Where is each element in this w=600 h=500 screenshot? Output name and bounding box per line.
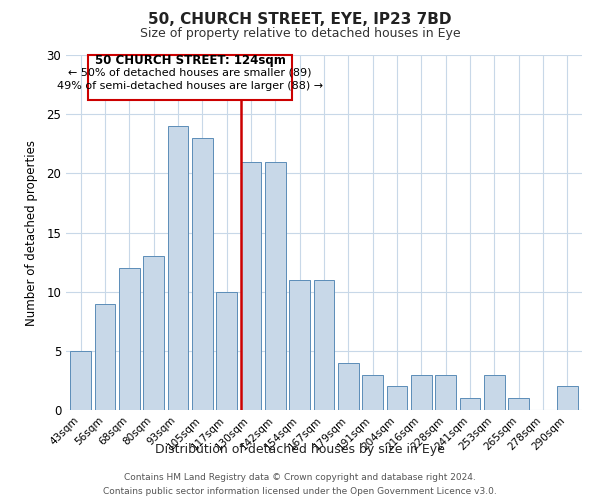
Text: Size of property relative to detached houses in Eye: Size of property relative to detached ho… xyxy=(140,28,460,40)
Bar xyxy=(484,374,505,410)
Bar xyxy=(192,138,212,410)
Bar xyxy=(436,374,456,410)
FancyBboxPatch shape xyxy=(88,55,292,100)
Bar xyxy=(241,162,262,410)
Text: 50 CHURCH STREET: 124sqm: 50 CHURCH STREET: 124sqm xyxy=(95,54,286,68)
Bar xyxy=(338,362,359,410)
Bar xyxy=(167,126,188,410)
Bar xyxy=(216,292,237,410)
Bar xyxy=(362,374,383,410)
Text: 50, CHURCH STREET, EYE, IP23 7BD: 50, CHURCH STREET, EYE, IP23 7BD xyxy=(148,12,452,28)
Bar xyxy=(70,351,91,410)
Bar xyxy=(95,304,115,410)
Bar xyxy=(265,162,286,410)
Bar xyxy=(411,374,432,410)
Text: ← 50% of detached houses are smaller (89): ← 50% of detached houses are smaller (89… xyxy=(68,68,312,78)
Bar xyxy=(557,386,578,410)
Text: Contains public sector information licensed under the Open Government Licence v3: Contains public sector information licen… xyxy=(103,488,497,496)
Bar xyxy=(119,268,140,410)
Bar xyxy=(386,386,407,410)
Bar xyxy=(460,398,481,410)
Bar xyxy=(314,280,334,410)
Text: Contains HM Land Registry data © Crown copyright and database right 2024.: Contains HM Land Registry data © Crown c… xyxy=(124,472,476,482)
Text: Distribution of detached houses by size in Eye: Distribution of detached houses by size … xyxy=(155,442,445,456)
Bar xyxy=(508,398,529,410)
Bar xyxy=(143,256,164,410)
Y-axis label: Number of detached properties: Number of detached properties xyxy=(25,140,38,326)
Bar xyxy=(289,280,310,410)
Text: 49% of semi-detached houses are larger (88) →: 49% of semi-detached houses are larger (… xyxy=(57,81,323,91)
